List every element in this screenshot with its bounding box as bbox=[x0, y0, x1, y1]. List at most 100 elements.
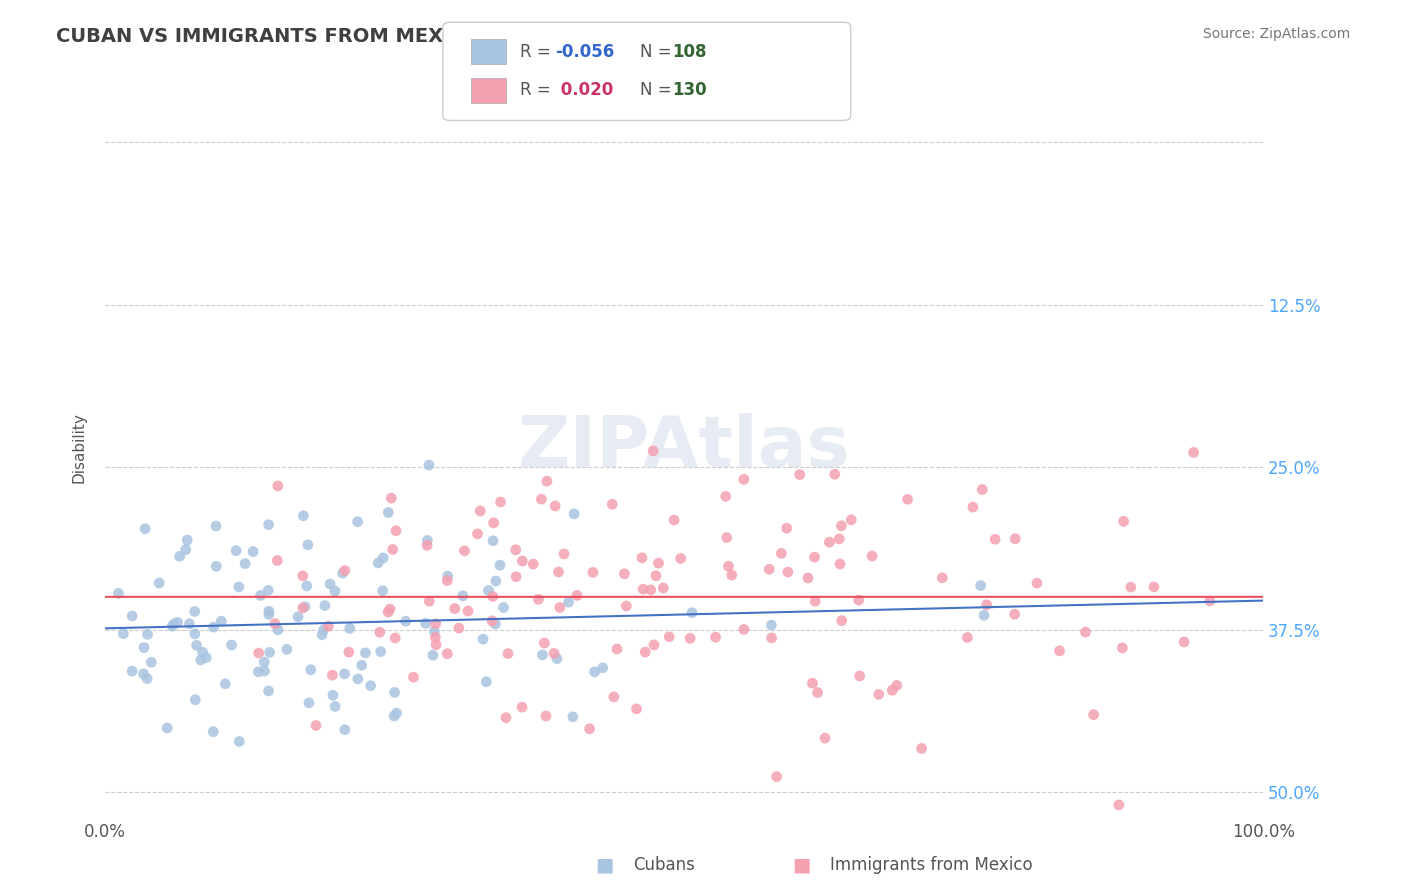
Point bbox=[860, 549, 883, 563]
Point bbox=[606, 642, 628, 657]
Point bbox=[294, 599, 316, 614]
Point bbox=[191, 645, 214, 659]
Point bbox=[384, 631, 406, 645]
Point bbox=[495, 711, 517, 725]
Point bbox=[242, 544, 264, 558]
Point bbox=[776, 565, 799, 579]
Point bbox=[112, 626, 135, 640]
Point bbox=[257, 607, 280, 622]
Point bbox=[395, 614, 418, 628]
Point bbox=[477, 583, 499, 598]
Point bbox=[761, 618, 783, 632]
Point bbox=[662, 513, 685, 527]
Point bbox=[956, 631, 979, 645]
Point bbox=[134, 522, 156, 536]
Point bbox=[176, 533, 198, 548]
Point bbox=[305, 718, 328, 732]
Point bbox=[704, 630, 727, 644]
Point bbox=[496, 647, 519, 661]
Point bbox=[377, 506, 399, 520]
Point bbox=[1198, 594, 1220, 608]
Point bbox=[347, 672, 370, 686]
Point bbox=[259, 645, 281, 659]
Point bbox=[121, 664, 143, 678]
Point bbox=[717, 559, 740, 574]
Point bbox=[195, 650, 218, 665]
Point bbox=[425, 638, 447, 652]
Point bbox=[770, 546, 793, 560]
Point bbox=[418, 594, 440, 608]
Point bbox=[848, 669, 870, 683]
Point bbox=[202, 620, 225, 634]
Point bbox=[332, 566, 354, 580]
Point bbox=[291, 569, 314, 583]
Point bbox=[186, 639, 208, 653]
Point bbox=[645, 568, 668, 582]
Point bbox=[631, 550, 654, 565]
Point bbox=[163, 616, 186, 631]
Point bbox=[132, 640, 155, 655]
Point bbox=[141, 655, 163, 669]
Point bbox=[543, 647, 565, 661]
Point bbox=[512, 554, 534, 568]
Point bbox=[522, 557, 544, 571]
Point bbox=[481, 614, 503, 628]
Point bbox=[202, 724, 225, 739]
Point bbox=[443, 601, 465, 615]
Point bbox=[562, 507, 585, 521]
Point bbox=[1049, 644, 1071, 658]
Point bbox=[249, 588, 271, 602]
Point bbox=[425, 616, 447, 631]
Point bbox=[381, 542, 404, 557]
Point bbox=[720, 568, 742, 582]
Point bbox=[758, 562, 780, 576]
Point bbox=[830, 518, 852, 533]
Point bbox=[370, 645, 392, 659]
Point bbox=[333, 564, 356, 578]
Point bbox=[321, 668, 343, 682]
Point bbox=[214, 677, 236, 691]
Point bbox=[333, 666, 356, 681]
Point bbox=[323, 584, 346, 599]
Text: ■: ■ bbox=[595, 855, 614, 874]
Point bbox=[643, 443, 665, 458]
Point bbox=[592, 661, 614, 675]
Point bbox=[896, 492, 918, 507]
Point bbox=[121, 609, 143, 624]
Point bbox=[1111, 640, 1133, 655]
Point bbox=[484, 616, 506, 631]
Point bbox=[818, 535, 841, 549]
Point bbox=[384, 685, 406, 699]
Point bbox=[647, 556, 669, 570]
Point bbox=[1173, 635, 1195, 649]
Point bbox=[416, 533, 439, 548]
Point bbox=[600, 497, 623, 511]
Point bbox=[436, 647, 458, 661]
Point bbox=[972, 483, 994, 497]
Point bbox=[761, 631, 783, 645]
Point bbox=[385, 524, 408, 538]
Point bbox=[475, 674, 498, 689]
Point bbox=[765, 770, 787, 784]
Text: 0.020: 0.020 bbox=[555, 81, 613, 99]
Point bbox=[505, 570, 527, 584]
Point bbox=[789, 467, 811, 482]
Point bbox=[253, 655, 276, 669]
Point bbox=[253, 664, 276, 678]
Point bbox=[373, 550, 395, 565]
Point bbox=[544, 499, 567, 513]
Point bbox=[205, 559, 228, 574]
Point bbox=[298, 696, 321, 710]
Point bbox=[976, 598, 998, 612]
Point bbox=[136, 672, 159, 686]
Point bbox=[247, 646, 270, 660]
Point bbox=[467, 527, 489, 541]
Text: R =: R = bbox=[520, 43, 557, 61]
Point bbox=[209, 614, 232, 628]
Y-axis label: Disability: Disability bbox=[72, 412, 86, 483]
Point bbox=[416, 538, 439, 552]
Point bbox=[505, 542, 527, 557]
Point bbox=[228, 734, 250, 748]
Point bbox=[482, 516, 505, 530]
Point bbox=[314, 599, 336, 613]
